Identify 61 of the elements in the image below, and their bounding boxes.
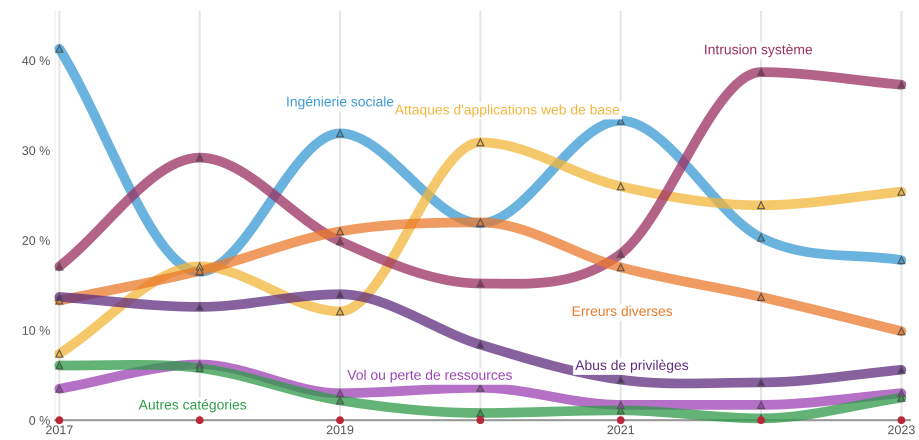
point <box>196 154 204 162</box>
point <box>476 408 484 418</box>
point <box>55 384 64 393</box>
point <box>897 327 906 336</box>
point <box>616 376 625 384</box>
point <box>897 80 906 89</box>
point <box>55 292 64 302</box>
series-label: Vol ou perte de ressources <box>347 370 512 383</box>
point <box>476 340 484 349</box>
y-tick-label: 10 % <box>22 326 50 335</box>
point <box>336 389 344 398</box>
series-label: Ingénierie sociale <box>287 96 394 110</box>
point <box>897 416 906 424</box>
x-tick-label: 2017 <box>46 425 73 434</box>
point <box>616 250 625 258</box>
point <box>336 237 344 246</box>
y-tick-label: 40 % <box>22 56 50 66</box>
point <box>897 366 906 374</box>
point <box>616 406 625 414</box>
point <box>55 262 64 270</box>
point <box>757 400 766 409</box>
point <box>336 396 344 404</box>
point <box>336 307 344 316</box>
point <box>55 416 64 424</box>
y-tick-label: 30 % <box>22 146 50 156</box>
point <box>476 384 484 392</box>
y-tick-label: 20 % <box>22 236 50 245</box>
point <box>196 302 204 311</box>
series-label: Erreurs diverses <box>572 306 672 316</box>
point <box>757 416 765 424</box>
point <box>55 361 64 370</box>
series-label: Autres catégories <box>138 399 246 412</box>
y-tick-label: 0 % <box>29 416 50 425</box>
x-tick-label: 2021 <box>607 425 634 434</box>
series-label: Intrusion système <box>705 44 812 58</box>
point <box>196 416 204 424</box>
point <box>336 416 344 424</box>
point <box>336 290 344 298</box>
point <box>897 256 906 264</box>
point <box>55 350 64 358</box>
point <box>757 292 766 302</box>
point <box>757 378 766 386</box>
point <box>897 188 906 196</box>
point <box>476 416 484 424</box>
x-tick-label: 2019 <box>326 425 354 434</box>
point <box>616 182 625 190</box>
point <box>55 44 64 53</box>
point <box>616 263 625 272</box>
point <box>757 201 766 210</box>
point <box>476 279 484 288</box>
point <box>336 227 344 236</box>
text: Attaques d'applications web de base <box>394 104 620 118</box>
point <box>616 416 625 424</box>
point <box>897 394 906 402</box>
point <box>757 234 766 242</box>
x-tick-label: 2023 <box>888 425 915 434</box>
point <box>476 138 484 146</box>
point <box>757 68 766 76</box>
series-label: Abus de privilèges <box>575 360 688 373</box>
point <box>336 129 344 138</box>
point <box>196 364 204 372</box>
